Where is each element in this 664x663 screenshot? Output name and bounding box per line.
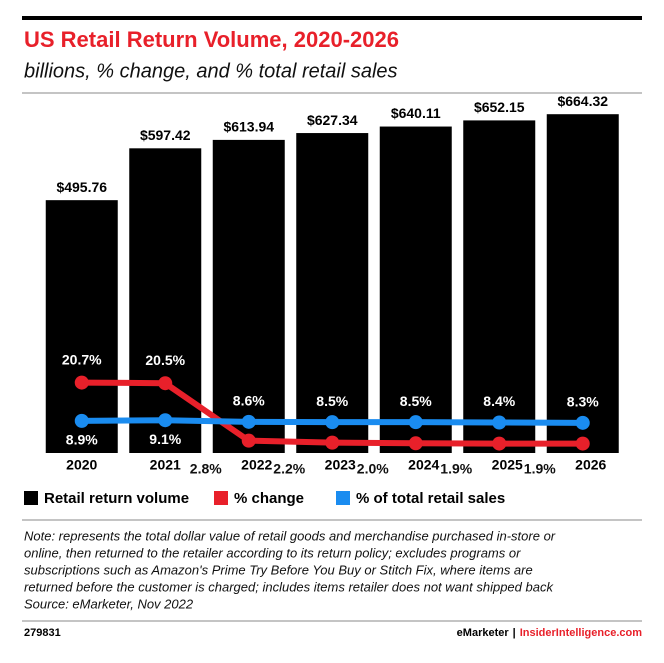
footer-separator: | xyxy=(513,627,516,639)
footer-site: InsiderIntelligence.com xyxy=(520,627,642,639)
legend-swatch xyxy=(336,491,350,505)
value-label: 1.9% xyxy=(440,461,472,477)
value-label: $652.15 xyxy=(474,99,525,115)
bar xyxy=(212,139,285,453)
bar xyxy=(463,120,536,453)
value-label: $664.32 xyxy=(557,93,608,109)
note: Note: represents the total dollar value … xyxy=(24,528,556,543)
legend-swatch xyxy=(24,491,38,505)
point xyxy=(408,415,423,430)
x-tick-label: 2022 xyxy=(241,457,272,473)
note: returned before the customer is charged;… xyxy=(24,579,554,594)
value-label: 2.8% xyxy=(190,461,222,477)
x-tick-label: 2025 xyxy=(492,457,523,473)
top-rule xyxy=(22,16,642,20)
note: subscriptions such as Amazon's Prime Try… xyxy=(24,562,533,577)
value-label: 8.9% xyxy=(66,432,98,448)
note: Source: eMarketer, Nov 2022 xyxy=(24,596,194,611)
bar xyxy=(379,126,452,454)
chart-id: 279831 xyxy=(24,627,61,639)
value-label: $640.11 xyxy=(391,105,441,121)
x-tick-label: 2023 xyxy=(325,457,356,473)
point xyxy=(575,436,590,451)
value-label: $495.76 xyxy=(56,179,107,195)
value-label: 8.5% xyxy=(400,393,432,409)
point xyxy=(74,413,89,428)
chart-title: US Retail Return Volume, 2020-2026 xyxy=(24,27,399,52)
footer: eMarketer | InsiderIntelligence.com xyxy=(457,627,643,639)
x-tick-label: 2024 xyxy=(408,457,439,473)
legend-label: % change xyxy=(234,490,304,507)
bar xyxy=(296,133,369,454)
legend-swatch xyxy=(214,491,228,505)
value-label: $613.94 xyxy=(223,119,274,135)
point xyxy=(325,435,340,450)
legend-label: % of total retail sales xyxy=(356,490,505,507)
point xyxy=(492,415,507,430)
value-label: 2.0% xyxy=(357,461,389,477)
value-label: 9.1% xyxy=(149,431,181,447)
footer-brand: eMarketer xyxy=(457,627,510,639)
note: online, then returned to the retailer ac… xyxy=(24,545,521,560)
bar xyxy=(45,200,118,453)
x-tick-label: 2021 xyxy=(150,457,181,473)
point xyxy=(492,436,507,451)
bar xyxy=(129,148,202,453)
value-label: 20.7% xyxy=(62,351,102,367)
point xyxy=(575,415,590,430)
value-label: 1.9% xyxy=(524,461,556,477)
x-tick-label: 2020 xyxy=(66,457,97,473)
bar xyxy=(546,114,619,453)
value-label: 8.6% xyxy=(233,393,265,409)
point xyxy=(74,375,89,390)
value-label: 20.5% xyxy=(145,352,185,368)
value-label: 8.3% xyxy=(567,394,599,410)
point xyxy=(241,433,256,448)
point xyxy=(325,415,340,430)
legend-label: Retail return volume xyxy=(44,490,189,507)
point xyxy=(158,376,173,391)
value-label: 8.5% xyxy=(316,393,348,409)
point xyxy=(408,436,423,451)
value-label: $627.34 xyxy=(307,112,358,128)
value-label: $597.42 xyxy=(140,127,191,143)
point xyxy=(241,414,256,429)
chart-subtitle: billions, % change, and % total retail s… xyxy=(24,60,398,82)
value-label: 8.4% xyxy=(483,393,515,409)
point xyxy=(158,413,173,428)
value-label: 2.2% xyxy=(273,461,305,477)
x-tick-label: 2026 xyxy=(575,457,606,473)
